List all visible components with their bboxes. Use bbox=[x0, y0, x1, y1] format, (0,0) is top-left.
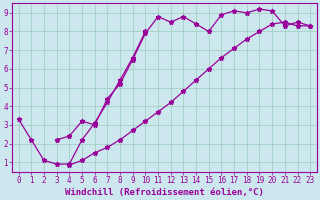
X-axis label: Windchill (Refroidissement éolien,°C): Windchill (Refroidissement éolien,°C) bbox=[65, 188, 264, 197]
